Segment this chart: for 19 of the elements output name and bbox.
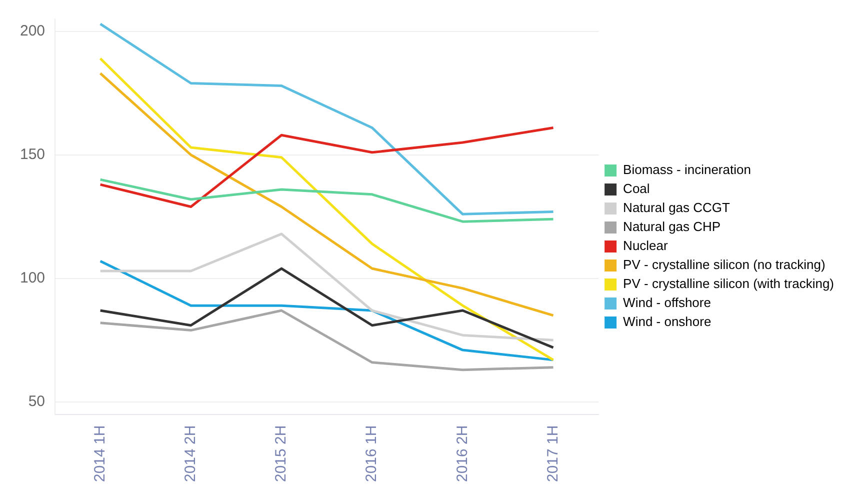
x-tick-label: 2016 1H bbox=[363, 425, 380, 482]
y-tick-label: 200 bbox=[20, 22, 46, 40]
y-tick-label: 100 bbox=[20, 270, 46, 287]
legend-label: Natural gas CHP bbox=[623, 219, 721, 234]
legend-label: Coal bbox=[623, 181, 650, 196]
legend-label: Wind - onshore bbox=[623, 314, 712, 330]
x-tick-label: 2014 1H bbox=[91, 425, 108, 482]
y-tick-label: 150 bbox=[20, 146, 46, 164]
legend-label: PV - crystalline silicon (no tracking) bbox=[623, 257, 826, 272]
x-tick-label: 2014 2H bbox=[182, 425, 200, 482]
y-tick-label: 50 bbox=[28, 393, 46, 410]
legend-label: PV - crystalline silicon (with tracking) bbox=[623, 276, 834, 292]
x-tick-label: 2015 2H bbox=[272, 425, 290, 482]
legend-label: Biomass - incineration bbox=[623, 162, 751, 178]
legend-label: Natural gas CCGT bbox=[623, 200, 730, 216]
legend-label: Wind - offshore bbox=[623, 295, 711, 310]
legend-label: Nuclear bbox=[623, 238, 669, 254]
x-tick-label: 2016 2H bbox=[454, 425, 471, 482]
x-tick-label: 2017 1H bbox=[544, 425, 562, 482]
